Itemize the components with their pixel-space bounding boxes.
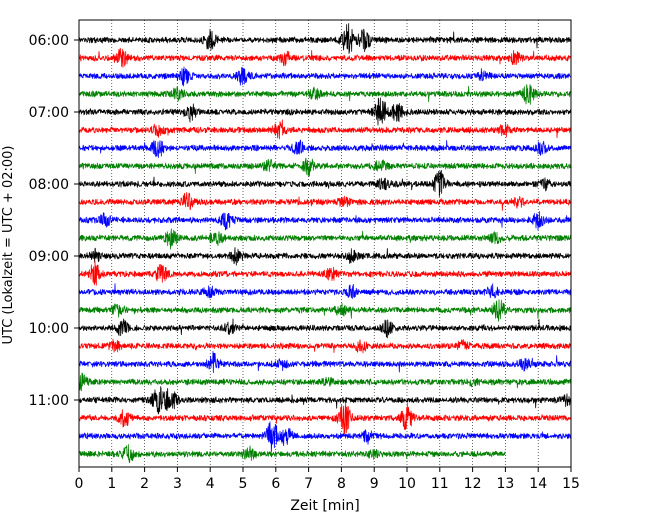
trace-line: [78, 299, 572, 322]
x-tick-label: 11: [431, 476, 449, 492]
trace-line: [78, 351, 572, 374]
x-tick-label: 1: [107, 476, 116, 492]
seismic-traces: [78, 23, 572, 464]
x-axis-title: Zeit [min]: [290, 498, 359, 514]
x-tick-label: 5: [239, 476, 248, 492]
x-tick-label: 8: [337, 476, 346, 492]
x-tick-label: 7: [304, 476, 313, 492]
y-tick-label: 10:00: [29, 321, 69, 337]
x-tick-label: 15: [562, 476, 580, 492]
trace-line: [78, 444, 506, 464]
y-tick-label: 07:00: [29, 105, 69, 121]
y-axis-ticks: 06:00 07:00 08:00 09:00 10:00 11:00: [29, 33, 79, 409]
x-tick-label: 3: [173, 476, 182, 492]
y-tick-label: 11:00: [29, 393, 69, 409]
trace-line: [78, 372, 572, 392]
trace-line: [78, 84, 572, 105]
x-axis-ticks: 0 1 2 3 4 5 6 7 8 9 10 11 12 13 14 15: [75, 467, 580, 492]
trace-line: [78, 260, 572, 286]
x-tick-label: 0: [75, 476, 84, 492]
trace-line: [78, 247, 572, 266]
x-tick-label: 6: [271, 476, 280, 492]
trace-line: [78, 192, 572, 211]
y-tick-label: 06:00: [29, 33, 69, 49]
trace-line: [78, 421, 572, 453]
trace-line: [78, 211, 572, 231]
plot-frame: [78, 19, 572, 468]
x-tick-label: 13: [496, 476, 514, 492]
x-tick-label: 12: [464, 476, 482, 492]
trace-line: [78, 119, 572, 140]
x-tick-label: 10: [398, 476, 416, 492]
trace-line: [78, 157, 572, 177]
trace-line: [78, 402, 572, 435]
trace-line: [78, 97, 572, 126]
y-tick-label: 08:00: [29, 177, 69, 193]
x-tick-label: 2: [140, 476, 149, 492]
trace-line: [78, 228, 572, 250]
trace-line: [78, 169, 572, 197]
trace-line: [78, 386, 572, 415]
trace-line: [78, 338, 572, 354]
y-tick-label: 09:00: [29, 249, 69, 265]
x-tick-label: 4: [206, 476, 215, 492]
trace-line: [78, 47, 572, 68]
trace-line: [78, 66, 572, 87]
grid-lines: [111, 20, 539, 467]
trace-line: [78, 283, 572, 299]
trace-line: [78, 139, 572, 159]
y-axis-title: UTC (Lokalzeit = UTC + 02:00): [1, 146, 16, 345]
trace-line: [78, 318, 572, 339]
x-tick-label: 14: [529, 476, 547, 492]
trace-line: [78, 23, 572, 54]
x-tick-label: 9: [370, 476, 379, 492]
